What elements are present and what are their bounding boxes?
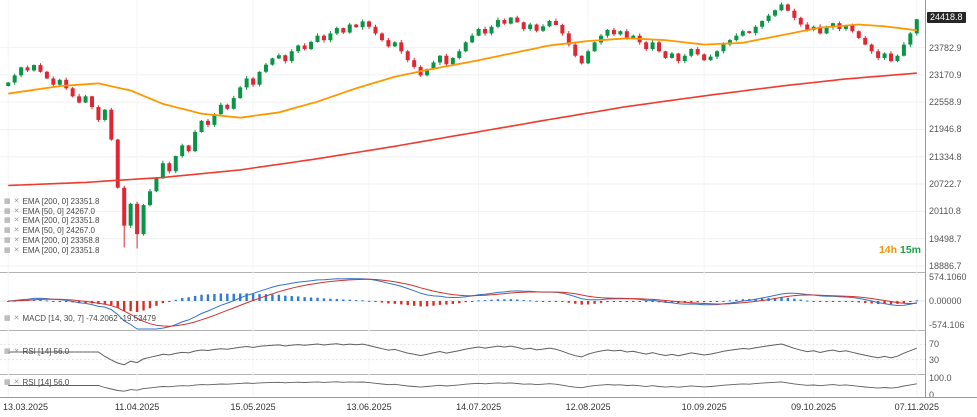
time-axis-label: 13.06.2025 [346,402,392,412]
indicator-close-icon[interactable]: ✕ [13,236,20,244]
ema-indicator-row: ▦ ✕ EMA [50, 0] 24267.0 [4,226,95,235]
ema-indicator-label: EMA [200, 0] 23351.8 [22,216,100,226]
indicator-close-icon[interactable]: ✕ [13,348,20,355]
price-axis-tick: 18886.7 [929,260,962,271]
price-axis-tick: 20722.7 [929,179,962,190]
price-axis-tick: 23782.9 [929,42,962,53]
indicator-close-icon[interactable]: ✕ [13,315,20,322]
ema-indicator-row: ▦ ✕ EMA [200, 0] 23351.8 [4,197,99,206]
rsi-indicator-row: ▦ ✕ RSI [14] 56.0 [4,378,69,387]
time-axis-label: 07.11.2025 [894,402,939,412]
time-axis-label: 09.10.2025 [791,402,837,412]
rsi-panel-2[interactable] [0,374,925,397]
ema-indicator-label: EMA [200, 0] 23351.8 [22,197,100,206]
rsi-indicator-label: RSI [14] 56.0 [22,378,70,387]
rsi-axis-tick: 100.0 [929,373,952,383]
ema-indicator-label: EMA [50, 0] 24267.0 [22,226,96,236]
price-axis-tick: 21334.8 [929,151,962,162]
panel-divider[interactable] [0,330,925,331]
macd-indicator-row: ▦ ✕ MACD [14, 30, 7] -74.2062 -19.53479 [4,314,156,323]
price-axis-tick: 23170.9 [929,69,962,80]
indicator-settings-icon[interactable]: ▦ [4,236,11,244]
time-axis-label: 11.04.2025 [114,402,160,412]
macd-axis-tick: 0.00000 [929,296,962,306]
macd-indicator-label: MACD [14, 30, 7] -74.2062 -19.53479 [22,314,156,323]
ema-indicator-label: EMA [50, 0] 24267.0 [22,206,96,216]
timer-hours: 14h [878,244,898,256]
indicator-close-icon[interactable]: ✕ [13,227,20,235]
panel-divider[interactable] [0,272,925,273]
ema-indicator-row: ▦ ✕ EMA [50, 0] 24267.0 [4,207,95,216]
time-axis-label: 10.09.2025 [681,402,727,412]
rsi-axis-tick: 30 [929,354,940,365]
price-axis-tick: 19498.7 [929,233,962,244]
indicator-close-icon[interactable]: ✕ [13,207,20,215]
indicator-settings-icon[interactable]: ▦ [4,227,11,235]
indicator-settings-icon[interactable]: ▦ [4,246,11,254]
rsi-axis-tick: 0 [929,390,935,400]
time-axis-label: 13.03.2025 [3,402,49,412]
price-axis-tick: 22558.9 [929,97,962,108]
time-axis-label: 15.05.2025 [230,402,276,412]
ema-indicator-label: EMA [200, 0] 23358.8 [22,235,100,245]
time-axis-label: 12.08.2025 [565,402,611,412]
ema-indicator-row: ▦ ✕ EMA [200, 0] 23351.8 [4,246,99,255]
rsi-panel-1[interactable] [0,330,925,374]
rsi-indicator-row: ▦ ✕ RSI [14] 56.0 [4,347,69,356]
rsi-axis-tick: 70 [929,339,940,350]
indicator-close-icon[interactable]: ✕ [13,379,20,386]
time-axis-label: 14.07.2025 [456,402,502,412]
indicator-close-icon[interactable]: ✕ [13,217,20,225]
candle-countdown-timer: 14h 15m [879,244,921,256]
indicator-settings-icon[interactable]: ▦ [4,217,11,225]
price-axis-tick: 20110.8 [929,206,961,217]
indicator-settings-icon[interactable]: ▦ [4,379,11,386]
time-axis[interactable]: 13.03.2025 11.04.2025 15.05.2025 13.06.2025… [0,397,977,417]
indicator-settings-icon[interactable]: ▦ [4,198,11,205]
macd-panel[interactable] [0,272,925,330]
ema-indicator-row: ▦ ✕ EMA [200, 0] 23358.8 [4,236,99,245]
macd-axis-tick: -574.106 [929,319,965,330]
price-axis[interactable]: 24418.8 23782.9 23170.9 22558.9 21946.8 2133… [925,0,977,400]
current-price-badge: 24418.8 [927,12,966,24]
price-chart-panel[interactable] [0,0,925,272]
indicator-settings-icon[interactable]: ▦ [4,207,11,215]
macd-axis-tick: 574.1060 [929,272,967,283]
indicator-close-icon[interactable]: ✕ [13,246,20,254]
indicator-close-icon[interactable]: ✕ [13,198,20,205]
rsi-indicator-label: RSI [14] 56.0 [22,347,70,356]
panel-divider[interactable] [0,374,925,375]
ema-indicator-row: ▦ ✕ EMA [200, 0] 23351.8 [4,216,99,225]
indicator-settings-icon[interactable]: ▦ [4,348,11,355]
timer-minutes: 15m [899,244,921,256]
price-axis-tick: 21946.8 [929,124,962,135]
ema-indicator-label: EMA [200, 0] 23351.8 [22,245,100,255]
indicator-settings-icon[interactable]: ▦ [4,315,11,322]
